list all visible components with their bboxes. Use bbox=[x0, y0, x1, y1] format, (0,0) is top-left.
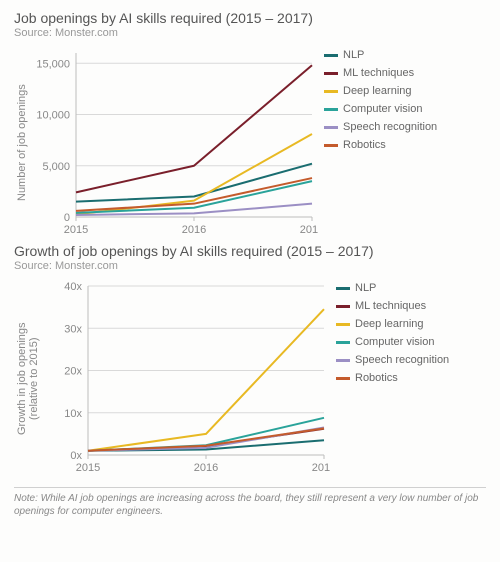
legend-item: ML techniques bbox=[324, 67, 437, 79]
legend-label: Deep learning bbox=[355, 318, 424, 330]
legend-label: Computer vision bbox=[355, 336, 434, 348]
legend-swatch bbox=[324, 108, 338, 111]
legend-label: Computer vision bbox=[343, 103, 422, 115]
series-line bbox=[88, 428, 324, 451]
legend-item: Robotics bbox=[336, 372, 449, 384]
chart-source: Source: Monster.com bbox=[14, 27, 486, 39]
y-tick-label: 20x bbox=[64, 366, 82, 378]
legend-swatch bbox=[324, 72, 338, 75]
legend: NLP ML techniques Deep learning Computer vi… bbox=[318, 43, 437, 157]
legend-item: NLP bbox=[324, 49, 437, 61]
legend-item: Speech recognition bbox=[336, 354, 449, 366]
plot-row: Number of job openings 0 5,000 10,000 15,000… bbox=[14, 43, 486, 243]
legend-swatch bbox=[324, 90, 338, 93]
legend-swatch bbox=[336, 341, 350, 344]
legend: NLP ML techniques Deep learning Computer vi… bbox=[330, 276, 449, 390]
y-tick-label: 5,000 bbox=[42, 161, 70, 173]
x-tick-label: 2016 bbox=[194, 462, 218, 474]
series-line bbox=[88, 309, 324, 451]
y-tick-label: 15,000 bbox=[36, 58, 70, 70]
y-tick-label: 0x bbox=[70, 450, 82, 462]
chart-title: Job openings by AI skills required (2015… bbox=[14, 10, 486, 26]
x-tick-label: 2015 bbox=[64, 224, 88, 236]
legend-item: Deep learning bbox=[336, 318, 449, 330]
legend-swatch bbox=[324, 54, 338, 57]
y-tick-label: 0 bbox=[64, 212, 70, 224]
y-axis-label: Number of job openings bbox=[14, 43, 28, 243]
legend-label: Robotics bbox=[355, 372, 398, 384]
y-tick-label: 40x bbox=[64, 281, 82, 293]
chart-1: Growth of job openings by AI skills requ… bbox=[14, 243, 486, 481]
legend-item: Computer vision bbox=[336, 336, 449, 348]
legend-swatch bbox=[324, 144, 338, 147]
plot-row: Growth in job openings(relative to 2015)… bbox=[14, 276, 486, 481]
legend-swatch bbox=[324, 126, 338, 129]
footnote: Note: While AI job openings are increasi… bbox=[14, 487, 486, 518]
legend-item: Computer vision bbox=[324, 103, 437, 115]
x-tick-label: 2016 bbox=[182, 224, 206, 236]
y-axis-label: Growth in job openings(relative to 2015) bbox=[14, 276, 40, 481]
legend-label: ML techniques bbox=[343, 67, 414, 79]
series-line bbox=[76, 164, 312, 202]
legend-swatch bbox=[336, 359, 350, 362]
legend-label: Robotics bbox=[343, 139, 386, 151]
legend-swatch bbox=[336, 305, 350, 308]
legend-item: NLP bbox=[336, 282, 449, 294]
legend-label: Speech recognition bbox=[343, 121, 437, 133]
x-tick-label: 2017 bbox=[312, 462, 330, 474]
y-tick-label: 10,000 bbox=[36, 110, 70, 122]
legend-label: ML techniques bbox=[355, 300, 426, 312]
x-tick-label: 2017 bbox=[300, 224, 318, 236]
line-chart: 0x 10x 20x 30x 40x 2015 2016 2017 bbox=[40, 276, 330, 481]
legend-label: Deep learning bbox=[343, 85, 412, 97]
page: Job openings by AI skills required (2015… bbox=[0, 0, 500, 562]
legend-item: Robotics bbox=[324, 139, 437, 151]
legend-item: Deep learning bbox=[324, 85, 437, 97]
legend-swatch bbox=[336, 323, 350, 326]
charts-container: Job openings by AI skills required (2015… bbox=[14, 10, 486, 481]
chart-source: Source: Monster.com bbox=[14, 260, 486, 272]
y-tick-label: 10x bbox=[64, 408, 82, 420]
chart-title: Growth of job openings by AI skills requ… bbox=[14, 243, 486, 259]
legend-label: Speech recognition bbox=[355, 354, 449, 366]
legend-item: ML techniques bbox=[336, 300, 449, 312]
chart-0: Job openings by AI skills required (2015… bbox=[14, 10, 486, 243]
legend-swatch bbox=[336, 377, 350, 380]
legend-swatch bbox=[336, 287, 350, 290]
legend-label: NLP bbox=[355, 282, 376, 294]
x-tick-label: 2015 bbox=[76, 462, 100, 474]
y-tick-label: 30x bbox=[64, 323, 82, 335]
legend-label: NLP bbox=[343, 49, 364, 61]
line-chart: 0 5,000 10,000 15,000 2015 2016 2017 bbox=[28, 43, 318, 243]
legend-item: Speech recognition bbox=[324, 121, 437, 133]
